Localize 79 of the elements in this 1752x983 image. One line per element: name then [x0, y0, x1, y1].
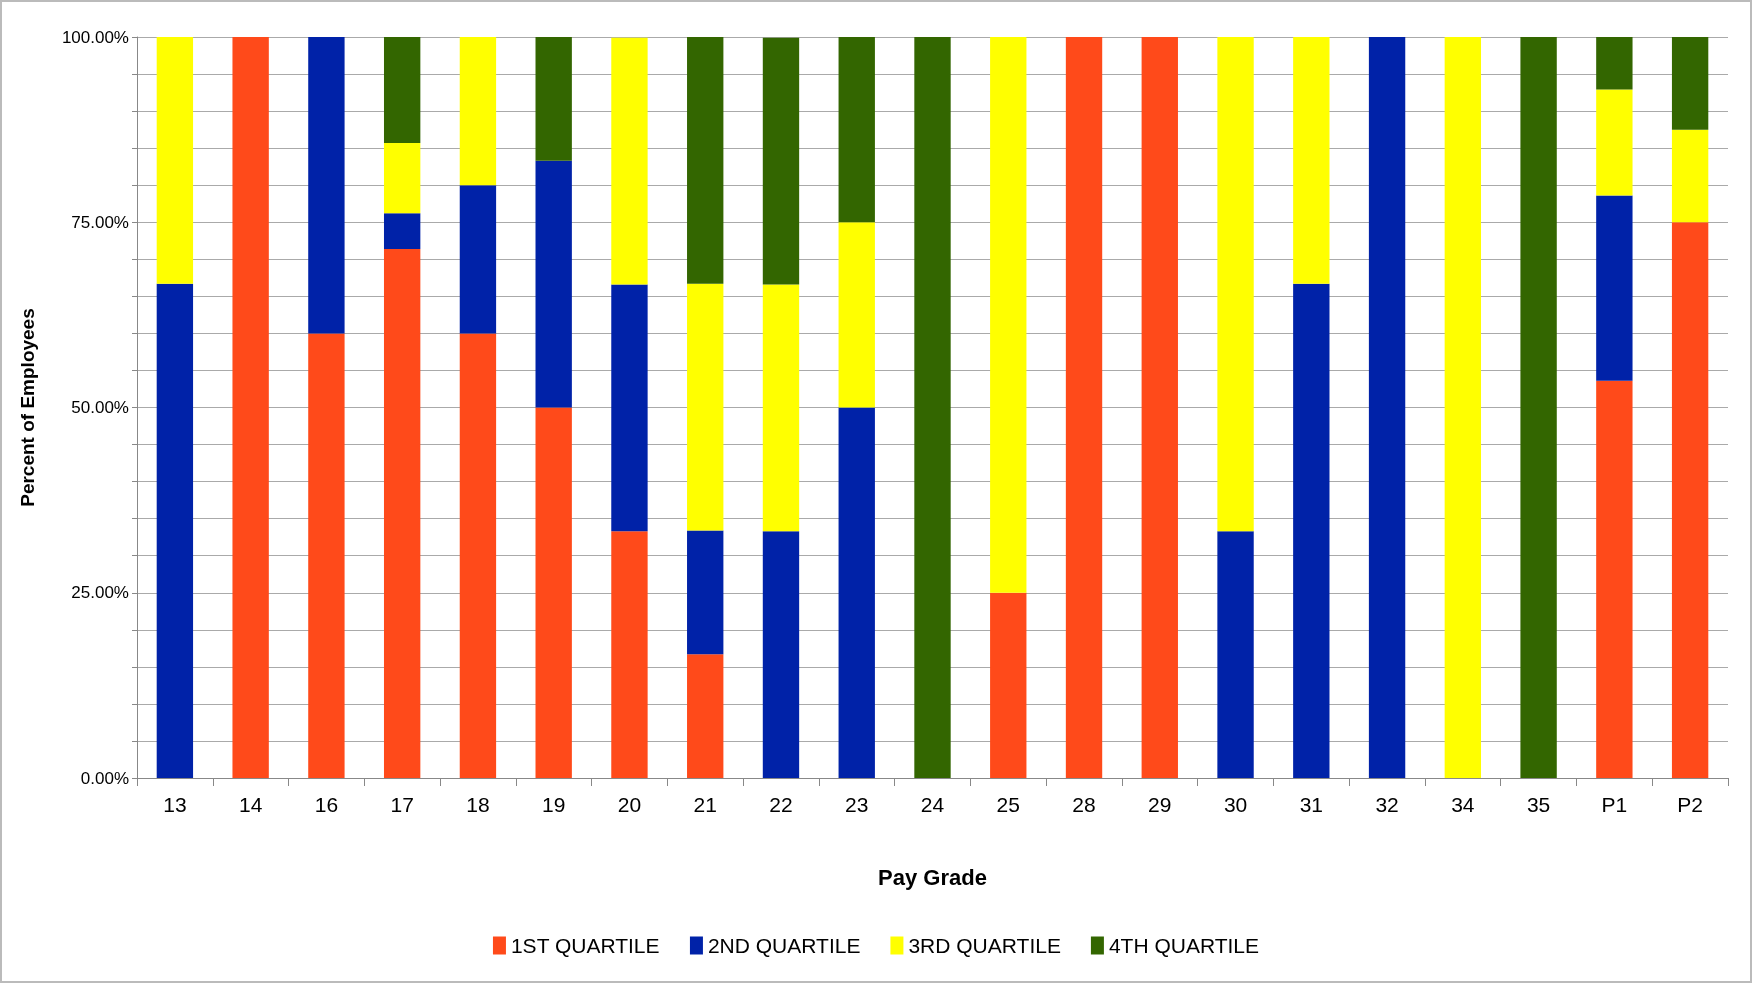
y-axis-title: Percent of Employees — [17, 308, 38, 507]
bar — [232, 37, 269, 778]
bar — [687, 283, 724, 531]
bar — [1217, 37, 1254, 532]
bar — [383, 248, 421, 778]
bar — [1671, 129, 1709, 223]
bar — [383, 37, 421, 143]
bar — [838, 407, 875, 778]
x-tick-label: P1 — [1601, 793, 1628, 816]
legend-label: 4TH QUARTILE — [1108, 934, 1260, 957]
bar — [1293, 37, 1330, 284]
y-tick-label: 0.00% — [80, 768, 129, 788]
y-tick-label: 75.00% — [71, 212, 129, 232]
x-tick-label: 19 — [542, 793, 566, 816]
y-tick-label: 50.00% — [71, 398, 129, 417]
x-tick-label: 20 — [617, 793, 642, 816]
x-tick-label: P2 — [1677, 793, 1703, 816]
bar — [1217, 531, 1254, 778]
bar — [687, 654, 724, 778]
bar — [838, 222, 875, 408]
x-tick-label: 18 — [466, 793, 490, 816]
bar — [687, 530, 724, 655]
bar — [156, 283, 194, 778]
bar — [611, 531, 648, 778]
bar — [308, 333, 345, 778]
bar — [383, 213, 421, 249]
bar — [156, 37, 194, 284]
y-tick-label: 25.00% — [71, 583, 129, 603]
x-tick-label: 29 — [1148, 793, 1172, 816]
bar — [459, 37, 497, 186]
bar — [535, 37, 572, 161]
bar — [1368, 37, 1406, 778]
x-tick-label: 34 — [1451, 793, 1475, 816]
bar — [308, 37, 345, 334]
bar — [1596, 195, 1633, 381]
legend-label: 3RD QUARTILE — [908, 934, 1061, 957]
bar — [535, 407, 572, 778]
bar — [1293, 283, 1330, 778]
bar — [535, 160, 572, 408]
bar — [1065, 37, 1103, 778]
x-tick-label: 17 — [390, 793, 414, 816]
y-tick-label: 100.00% — [61, 27, 129, 47]
bar — [1671, 37, 1709, 130]
bar — [762, 37, 800, 285]
bar — [1444, 37, 1482, 778]
bar — [762, 531, 800, 778]
x-tick-label: 30 — [1223, 793, 1248, 816]
bar — [1596, 37, 1633, 90]
bar — [1596, 380, 1633, 778]
legend-label: 2ND QUARTILE — [707, 934, 861, 957]
x-tick-label: 32 — [1375, 793, 1399, 816]
x-tick-label: 22 — [769, 793, 793, 816]
bar — [459, 185, 497, 334]
bar — [762, 284, 800, 532]
x-tick-label: 28 — [1072, 793, 1096, 816]
bar — [611, 284, 648, 532]
legend-label: 1ST QUARTILE — [510, 934, 660, 957]
bar — [838, 37, 875, 223]
bar — [383, 142, 421, 214]
x-tick-label: 21 — [693, 793, 717, 816]
bar — [1141, 37, 1178, 778]
bar — [990, 592, 1027, 778]
bar — [1520, 37, 1557, 778]
x-tick-label: 14 — [238, 793, 263, 816]
bar — [990, 37, 1027, 593]
bar — [1671, 222, 1709, 778]
x-tick-label: 35 — [1526, 793, 1551, 816]
bar — [611, 37, 648, 285]
x-tick-label: 24 — [920, 793, 945, 816]
bar — [914, 37, 951, 778]
x-axis-title: Pay Grade — [878, 864, 987, 890]
x-tick-label: 23 — [845, 793, 869, 816]
x-tick-label: 13 — [163, 793, 187, 816]
bar — [687, 37, 724, 284]
x-tick-label: 31 — [1299, 793, 1323, 816]
x-tick-label: 25 — [996, 793, 1020, 816]
bar — [1596, 89, 1633, 196]
x-tick-label: 16 — [314, 793, 339, 816]
bar — [459, 333, 497, 778]
